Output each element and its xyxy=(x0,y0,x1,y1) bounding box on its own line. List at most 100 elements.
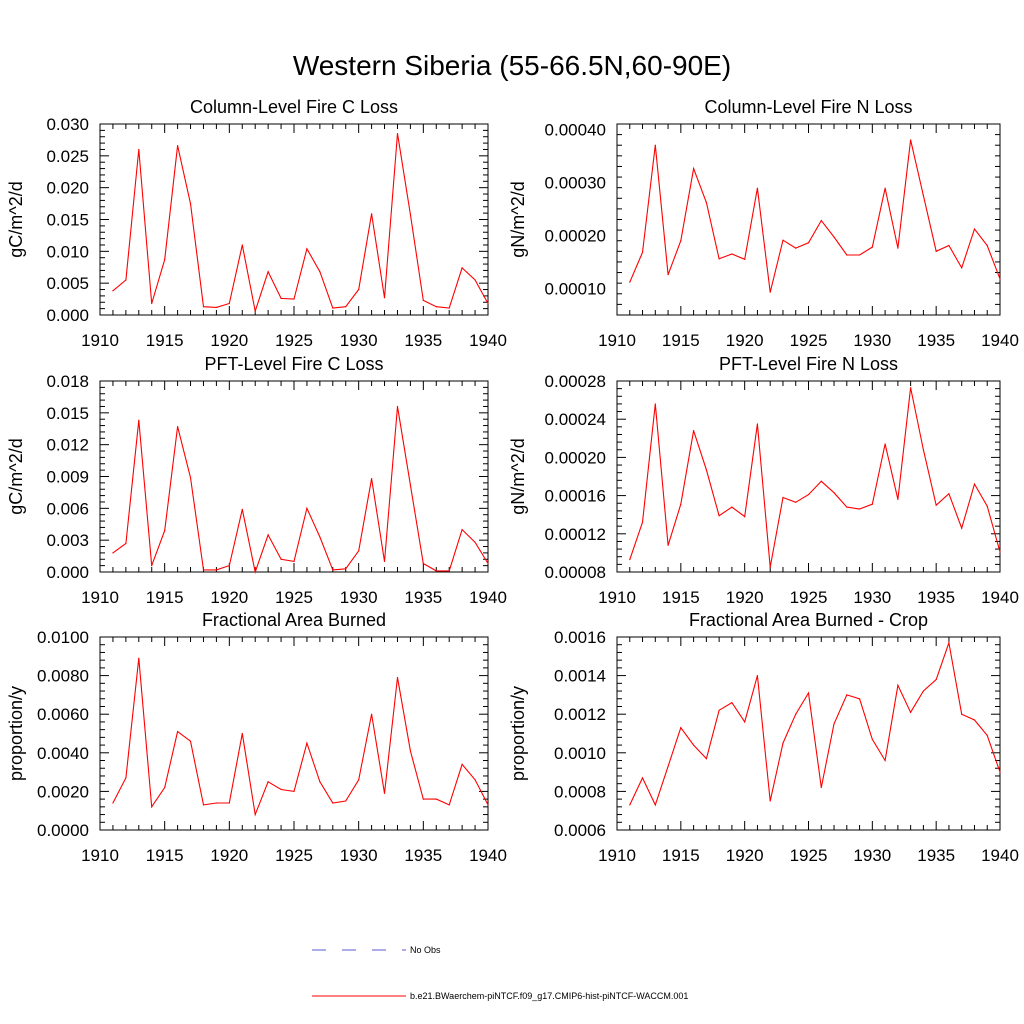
data-point xyxy=(487,302,489,305)
data-point xyxy=(112,802,114,804)
data-point xyxy=(999,278,1001,280)
y-tick-label: 0.0006 xyxy=(554,821,606,840)
data-point xyxy=(654,144,656,146)
data-point xyxy=(756,675,759,677)
y-tick-label: 0.00020 xyxy=(545,448,606,467)
data-point xyxy=(487,804,489,806)
data-point xyxy=(986,244,988,247)
data-point xyxy=(935,504,937,506)
data-point xyxy=(782,496,784,499)
data-point xyxy=(241,508,243,510)
series-line xyxy=(629,387,1001,568)
data-point xyxy=(731,506,733,508)
data-point xyxy=(202,569,205,571)
x-tick-label: 1935 xyxy=(404,588,442,607)
data-point xyxy=(910,387,912,389)
figure-title: Western Siberia (55-66.5N,60-90E) xyxy=(293,50,731,81)
data-point xyxy=(306,248,308,250)
data-point xyxy=(435,570,437,572)
data-point xyxy=(871,246,873,248)
y-tick-label: 0.00012 xyxy=(545,525,606,544)
data-point xyxy=(345,306,347,308)
x-tick-label: 1915 xyxy=(146,846,184,865)
series-line xyxy=(112,658,489,817)
data-point xyxy=(151,565,153,567)
legend-label-model: b.e21.BWaerchem-piNTCF.f09_g17.CMIP6-his… xyxy=(410,991,688,1001)
y-tick-label: 0.00040 xyxy=(545,120,606,139)
y-tick-label: 0.020 xyxy=(46,179,89,198)
chart-panel-4: 1910 1915 1920 1925 1930 1935 1940 0.00008 0.000… xyxy=(508,354,1019,607)
x-tick-label: 1925 xyxy=(790,588,828,607)
data-point xyxy=(858,254,861,256)
data-point xyxy=(744,721,746,723)
data-point xyxy=(461,763,463,765)
y-tick-label: 0.025 xyxy=(46,147,89,166)
data-point xyxy=(820,219,822,222)
data-point xyxy=(922,449,925,451)
data-point xyxy=(705,201,707,204)
data-point xyxy=(897,684,899,686)
y-tick-label: 0.00016 xyxy=(545,487,606,506)
data-point xyxy=(961,267,963,269)
x-tick-label: 1920 xyxy=(210,846,248,865)
y-tick-label: 0.00020 xyxy=(545,226,606,245)
data-point xyxy=(474,279,476,281)
data-point xyxy=(241,244,243,246)
data-point xyxy=(718,709,720,711)
data-point xyxy=(396,132,399,135)
y-tick-label: 0.00028 xyxy=(545,372,606,391)
data-point xyxy=(680,240,682,242)
chart-panel-1: 1910 1915 1920 1925 1930 1935 1940 0.000 0.005 0.… xyxy=(6,97,507,350)
data-point xyxy=(461,267,463,269)
y-axis-label: proportion/y xyxy=(508,686,528,781)
data-point xyxy=(654,403,656,405)
data-point xyxy=(705,757,707,760)
data-point xyxy=(332,569,334,571)
data-point xyxy=(807,692,810,694)
data-point xyxy=(474,779,476,781)
y-tick-label: 0.00024 xyxy=(545,410,606,429)
panel-title: Column-Level Fire C Loss xyxy=(190,97,398,117)
data-point xyxy=(396,676,399,679)
data-point xyxy=(164,786,166,789)
data-point xyxy=(189,740,192,742)
data-point xyxy=(897,498,899,501)
data-point xyxy=(267,781,269,783)
x-tick-label: 1915 xyxy=(146,588,184,607)
data-point xyxy=(164,530,166,532)
data-point xyxy=(409,750,411,752)
data-point xyxy=(487,562,489,565)
data-point xyxy=(332,307,334,309)
data-point xyxy=(744,516,746,518)
y-tick-label: 0.000 xyxy=(46,563,89,582)
data-point xyxy=(884,759,886,762)
data-point xyxy=(833,723,835,725)
data-point xyxy=(807,494,810,496)
x-tick-label: 1915 xyxy=(662,588,700,607)
y-axis-label: gN/m^2/d xyxy=(508,438,528,514)
panel-title: PFT-Level Fire N Loss xyxy=(719,354,898,374)
y-tick-label: 0.000 xyxy=(46,306,89,325)
data-point xyxy=(358,550,360,552)
data-point xyxy=(795,501,797,503)
series-line xyxy=(629,640,1001,807)
chart-panel-5: 1910 1915 1920 1925 1930 1935 1940 0.0000 0.0020… xyxy=(6,610,507,865)
data-point xyxy=(731,702,733,704)
data-point xyxy=(795,713,797,715)
plot-frame xyxy=(99,123,489,316)
data-point xyxy=(151,302,153,305)
data-point xyxy=(858,508,861,510)
data-point xyxy=(112,552,114,554)
data-point xyxy=(409,484,411,486)
x-tick-label: 1930 xyxy=(340,588,378,607)
data-point xyxy=(319,271,321,273)
data-point xyxy=(125,777,127,779)
x-tick-label: 1925 xyxy=(790,846,828,865)
data-point xyxy=(756,187,759,189)
data-point xyxy=(820,480,822,482)
data-point xyxy=(846,694,848,696)
data-point xyxy=(345,568,347,570)
y-tick-label: 0.0010 xyxy=(554,744,606,763)
y-tick-label: 0.0080 xyxy=(37,667,89,686)
panel-title: Fractional Area Burned - Crop xyxy=(689,610,928,630)
